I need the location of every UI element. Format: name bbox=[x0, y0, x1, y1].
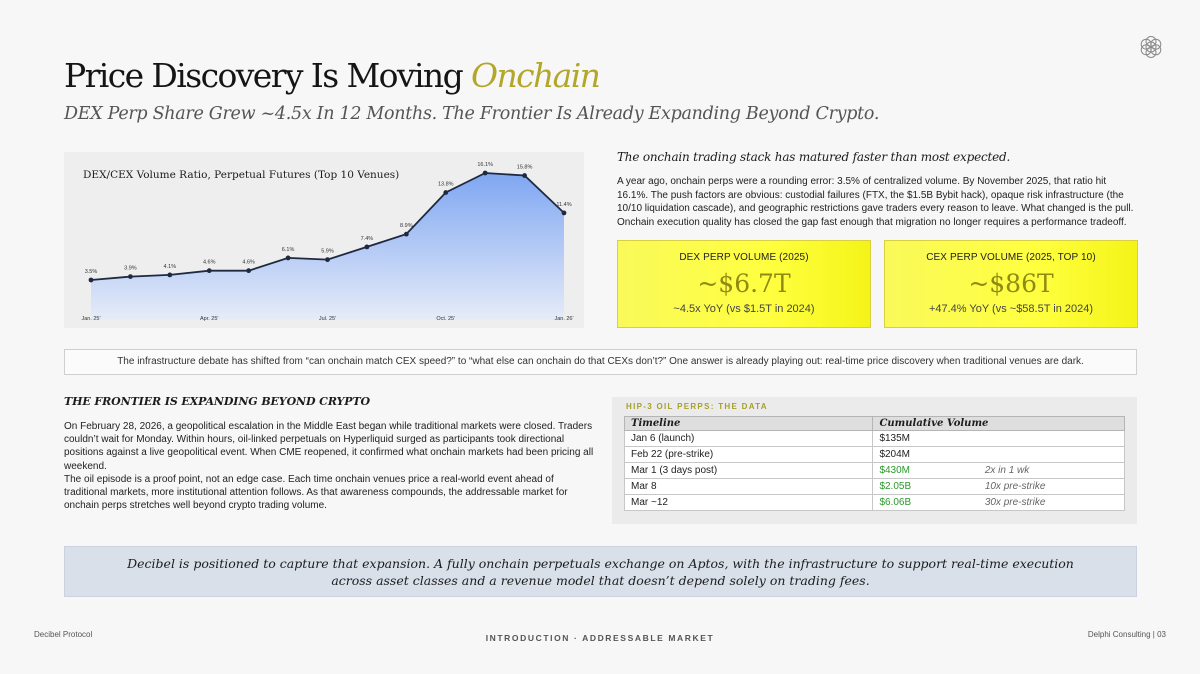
data-label: 3.9% bbox=[124, 266, 137, 272]
data-label: 7.4% bbox=[361, 236, 374, 242]
data-point bbox=[522, 173, 527, 178]
cex-volume-note: +47.4% YoY (vs ~$58.5T in 2024) bbox=[928, 303, 1094, 315]
multiplier-cell: 10x pre-strike bbox=[958, 478, 1125, 495]
multiplier-cell bbox=[958, 430, 1125, 447]
data-point bbox=[128, 274, 133, 280]
data-label: 5.9% bbox=[321, 249, 334, 255]
frontier-heading: THE FRONTIER IS EXPANDING BEYOND CRYPTO bbox=[64, 395, 371, 408]
timeline-cell: Mar 1 (3 days post) bbox=[623, 462, 874, 479]
summary-body: A year ago, onchain perps were a roundin… bbox=[617, 176, 1134, 228]
page-title: Price Discovery Is Moving Onchain bbox=[64, 56, 601, 95]
data-point bbox=[325, 257, 330, 263]
flower-logo-icon bbox=[1140, 36, 1162, 58]
cex-volume-label: CEX PERP VOLUME (2025, TOP 10) bbox=[926, 252, 1096, 263]
positioning-banner-line-2: across asset classes and a revenue model… bbox=[331, 573, 870, 588]
page-title-accent: Onchain bbox=[471, 56, 601, 95]
footer-left: Decibel Protocol bbox=[34, 630, 93, 639]
data-label: 3.5% bbox=[85, 269, 98, 275]
data-point bbox=[364, 244, 370, 250]
volume-cell: $6.06B bbox=[872, 494, 959, 511]
data-label: 11.4% bbox=[556, 202, 571, 208]
x-tick-label: Jul. 25' bbox=[319, 316, 336, 322]
data-point bbox=[482, 170, 488, 176]
data-label: 4.1% bbox=[164, 264, 177, 270]
infrastructure-callout: The infrastructure debate has shifted fr… bbox=[64, 349, 1137, 375]
area-fill bbox=[91, 173, 564, 320]
volume-cell: $204M bbox=[872, 446, 959, 463]
page-subtitle: DEX Perp Share Grew ~4.5x In 12 Months. … bbox=[64, 104, 880, 124]
data-point bbox=[403, 231, 409, 237]
timeline-cell: Jan 6 (launch) bbox=[623, 430, 874, 447]
frontier-paragraph-1: On February 28, 2026, a geopolitical esc… bbox=[64, 421, 594, 472]
data-label: 16.1% bbox=[477, 162, 493, 168]
timeline-cell: Feb 22 (pre-strike) bbox=[623, 446, 874, 463]
x-tick-label: Oct. 25' bbox=[436, 316, 455, 322]
oil-perps-card: HIP-3 OIL PERPS: THE DATA Timeline Cumul… bbox=[612, 397, 1137, 524]
oil-perps-table: Timeline Cumulative Volume Jan 6 (launch… bbox=[623, 416, 1125, 511]
dex-volume-note: ~4.5x YoY (vs $1.5T in 2024) bbox=[673, 303, 815, 315]
data-point bbox=[443, 190, 449, 195]
data-point bbox=[285, 255, 291, 261]
data-label: 8.9% bbox=[400, 223, 413, 229]
dex-volume-value: ~$6.7T bbox=[697, 269, 791, 298]
volume-ratio-chart: DEX/CEX Volume Ratio, Perpetual Futures … bbox=[64, 152, 584, 328]
table-row: Mar 1 (3 days post) $430M 2x in 1 wk bbox=[623, 462, 1125, 479]
footer-section: INTRODUCTION · ADDRESSABLE MARKET bbox=[485, 633, 715, 643]
table-header-row: Timeline Cumulative Volume bbox=[623, 416, 1125, 431]
dex-volume-label: DEX PERP VOLUME (2025) bbox=[679, 252, 809, 263]
volume-cell: $430M bbox=[872, 462, 959, 479]
table-header-volume: Cumulative Volume bbox=[872, 416, 1125, 431]
multiplier-cell: 30x pre-strike bbox=[958, 494, 1125, 511]
multiplier-cell: 2x in 1 wk bbox=[958, 462, 1125, 479]
frontier-body: On February 28, 2026, a geopolitical esc… bbox=[64, 420, 594, 512]
oil-perps-label: HIP-3 OIL PERPS: THE DATA bbox=[626, 402, 768, 411]
summary-heading: The onchain trading stack has matured fa… bbox=[617, 150, 1011, 164]
positioning-banner: Decibel is positioned to capture that ex… bbox=[64, 546, 1137, 597]
data-point bbox=[246, 268, 252, 274]
x-tick-label: Apr. 25' bbox=[200, 316, 218, 322]
footer-right: Delphi Consulting | 03 bbox=[1087, 630, 1166, 639]
cex-volume-value: ~$86T bbox=[968, 269, 1054, 298]
chart-canvas: DEX/CEX Volume Ratio, Perpetual Futures … bbox=[81, 162, 573, 322]
chart-title: DEX/CEX Volume Ratio, Perpetual Futures … bbox=[83, 169, 399, 181]
data-point bbox=[561, 210, 567, 216]
dex-volume-card: DEX PERP VOLUME (2025) ~$6.7T ~4.5x YoY … bbox=[617, 240, 871, 328]
positioning-banner-line-1: Decibel is positioned to capture that ex… bbox=[127, 556, 1074, 571]
page-title-main: Price Discovery Is Moving bbox=[64, 56, 471, 95]
table-row: Mar 8 $2.05B 10x pre-strike bbox=[623, 478, 1125, 495]
table-row: Mar ~12 $6.06B 30x pre-strike bbox=[623, 494, 1125, 511]
data-label: 13.8% bbox=[438, 182, 454, 188]
data-label: 4.6% bbox=[203, 260, 216, 266]
data-point bbox=[167, 272, 173, 278]
data-label: 15.8% bbox=[517, 165, 533, 171]
multiplier-cell bbox=[958, 446, 1125, 463]
data-label: 4.6% bbox=[242, 260, 255, 266]
x-tick-label: Jan. 25' bbox=[81, 316, 100, 322]
volume-cell: $135M bbox=[872, 430, 959, 447]
x-tick-label: Jan. 26' bbox=[554, 316, 573, 322]
table-row: Feb 22 (pre-strike) $204M bbox=[623, 446, 1125, 463]
volume-cell: $2.05B bbox=[872, 478, 959, 495]
table-row: Jan 6 (launch) $135M bbox=[623, 430, 1125, 447]
frontier-paragraph-2: The oil episode is a proof point, not an… bbox=[64, 473, 568, 512]
timeline-cell: Mar ~12 bbox=[623, 494, 874, 511]
table-header-timeline: Timeline bbox=[623, 416, 874, 431]
timeline-cell: Mar 8 bbox=[623, 478, 874, 495]
data-label: 6.1% bbox=[282, 247, 295, 253]
data-point bbox=[206, 268, 212, 274]
cex-volume-card: CEX PERP VOLUME (2025, TOP 10) ~$86T +47… bbox=[884, 240, 1138, 328]
data-point bbox=[88, 277, 94, 283]
